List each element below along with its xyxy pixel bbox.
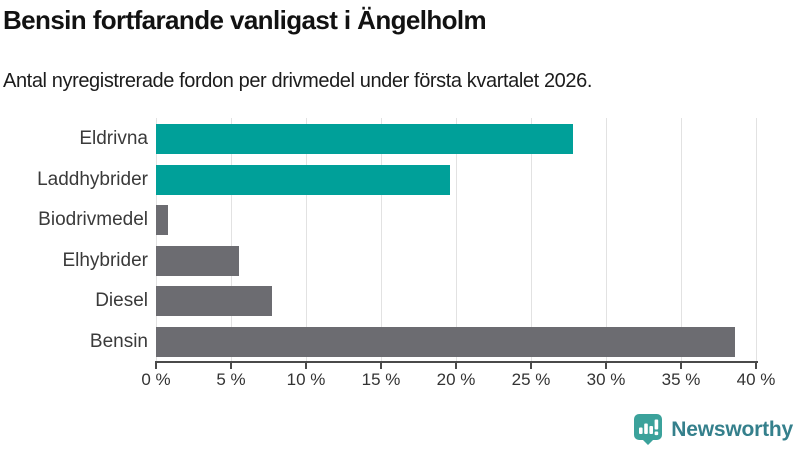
chart-title: Bensin fortfarande vanligast i Ängelholm (3, 5, 487, 35)
bar-laddhybrider (156, 164, 450, 195)
bar-diesel (156, 286, 272, 317)
category-label-eldrivna: Eldrivna (79, 128, 148, 150)
x-tick-label: 10 % (286, 370, 326, 389)
gridline (305, 118, 307, 361)
category-label-elhybrider: Elhybrider (62, 249, 148, 271)
gridline (755, 118, 757, 361)
bar-eldrivna (156, 124, 573, 155)
x-tick-label: 30 % (586, 370, 626, 389)
x-tick-label: 25 % (511, 370, 551, 389)
category-label-bensin: Bensin (89, 330, 148, 352)
bar-biodrivmedel (156, 205, 168, 236)
logo-wordmark: Newsworthy (671, 417, 793, 441)
x-axis-line (155, 361, 758, 363)
bar-bensin (156, 326, 735, 357)
x-tick-mark (530, 363, 532, 369)
x-tick-label: 0 % (141, 370, 171, 389)
newsworthy-bar-chart-speech-bubble-icon (634, 414, 663, 445)
x-tick-label: 20 % (436, 370, 476, 389)
gridline (455, 118, 457, 361)
gridline (530, 118, 532, 361)
category-label-diesel: Diesel (95, 290, 148, 312)
category-label-laddhybrider: Laddhybrider (37, 168, 148, 190)
x-tick-mark (455, 363, 457, 369)
x-tick-mark (305, 363, 307, 369)
plot-area (155, 118, 757, 361)
gridline (680, 118, 682, 361)
gridline (155, 118, 157, 361)
bar-elhybrider (156, 245, 239, 276)
x-tick-mark (605, 363, 607, 369)
x-tick-label: 15 % (361, 370, 401, 389)
chart-subtitle: Antal nyregistrerade fordon per drivmede… (3, 70, 593, 92)
x-tick-mark (155, 363, 157, 369)
x-tick-mark (380, 363, 382, 369)
x-tick-mark (680, 363, 682, 369)
x-tick-label: 35 % (661, 370, 701, 389)
x-tick-mark (230, 363, 232, 369)
gridline (230, 118, 232, 361)
newsworthy-logo: Newsworthy (634, 414, 793, 445)
gridline (380, 118, 382, 361)
x-tick-label: 5 % (216, 370, 246, 389)
category-axis: Eldrivna Laddhybrider Biodrivmedel Elhybrid… (0, 118, 148, 361)
category-label-biodrivmedel: Biodrivmedel (38, 209, 148, 231)
gridline (605, 118, 607, 361)
x-tick-mark (755, 363, 757, 369)
x-tick-label: 40 % (736, 370, 776, 389)
